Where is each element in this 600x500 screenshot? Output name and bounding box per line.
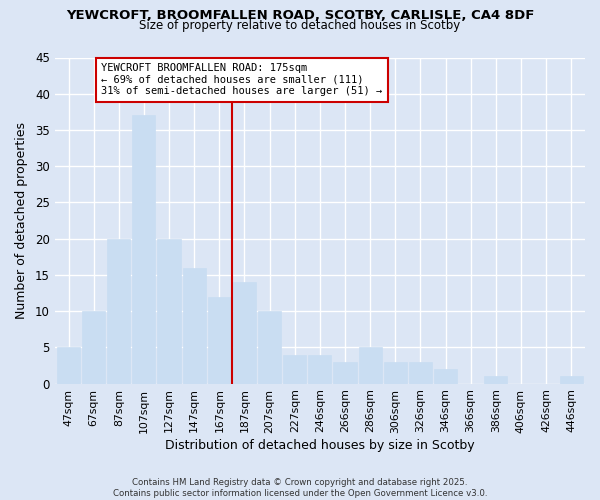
Bar <box>258 311 281 384</box>
Bar <box>233 282 256 384</box>
Y-axis label: Number of detached properties: Number of detached properties <box>15 122 28 319</box>
Bar <box>334 362 356 384</box>
Bar <box>409 362 432 384</box>
Bar <box>383 362 407 384</box>
Bar <box>434 369 457 384</box>
Text: Contains HM Land Registry data © Crown copyright and database right 2025.
Contai: Contains HM Land Registry data © Crown c… <box>113 478 487 498</box>
Bar <box>283 354 306 384</box>
Bar <box>308 354 331 384</box>
Text: Size of property relative to detached houses in Scotby: Size of property relative to detached ho… <box>139 19 461 32</box>
X-axis label: Distribution of detached houses by size in Scotby: Distribution of detached houses by size … <box>165 440 475 452</box>
Bar <box>359 348 382 384</box>
Bar <box>107 238 130 384</box>
Bar <box>484 376 508 384</box>
Bar <box>560 376 583 384</box>
Bar <box>57 348 80 384</box>
Bar <box>157 238 181 384</box>
Text: YEWCROFT BROOMFALLEN ROAD: 175sqm
← 69% of detached houses are smaller (111)
31%: YEWCROFT BROOMFALLEN ROAD: 175sqm ← 69% … <box>101 64 382 96</box>
Bar <box>82 311 105 384</box>
Bar <box>182 268 206 384</box>
Bar <box>133 116 155 384</box>
Text: YEWCROFT, BROOMFALLEN ROAD, SCOTBY, CARLISLE, CA4 8DF: YEWCROFT, BROOMFALLEN ROAD, SCOTBY, CARL… <box>66 9 534 22</box>
Bar <box>208 296 231 384</box>
